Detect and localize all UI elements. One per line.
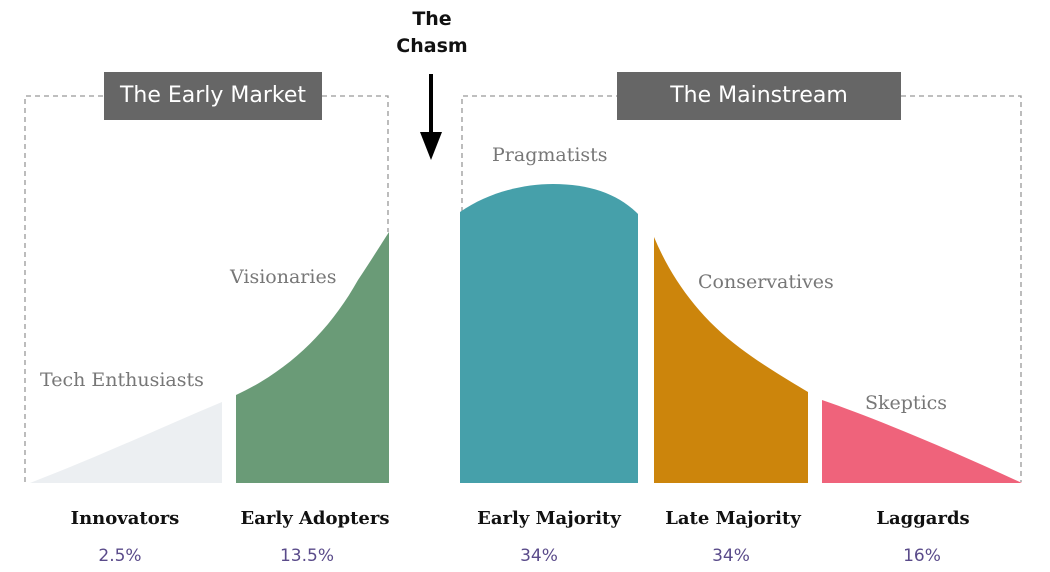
laggards-segment <box>822 400 1022 483</box>
mainstream-market-label: The Mainstream Market <box>617 72 901 156</box>
innovators-segment <box>30 402 222 483</box>
skeptics-label: Skeptics <box>865 392 948 414</box>
chasm-arrow-head <box>420 132 442 160</box>
chasm-title-line2: Chasm <box>396 35 468 57</box>
innovators-percent: 2.5% <box>98 546 142 566</box>
early-majority-segment <box>460 184 638 483</box>
late-majority-segment <box>654 237 808 483</box>
early-majority-percent: 34% <box>520 546 558 566</box>
early-market-bracket <box>24 95 389 482</box>
early-market-label: The Early Market <box>104 72 322 120</box>
chasm-title: The Chasm <box>380 6 484 60</box>
late-majority-group-label: Late Majority <box>665 508 801 529</box>
chasm-title-line1: The <box>412 8 452 30</box>
early-adopters-group-label: Early Adopters <box>240 508 390 529</box>
laggards-percent: 16% <box>903 546 941 566</box>
early-adopters-segment <box>236 232 389 483</box>
laggards-group-label: Laggards <box>876 508 970 529</box>
innovators-group-label: Innovators <box>70 508 180 529</box>
visionaries-label: Visionaries <box>230 266 337 288</box>
tech-enthusiasts-label: Tech Enthusiasts <box>40 369 204 391</box>
mainstream-market-bracket <box>461 95 1022 482</box>
early-adopters-percent: 13.5% <box>279 546 334 566</box>
conservatives-label: Conservatives <box>698 271 834 293</box>
early-majority-group-label: Early Majority <box>477 508 621 529</box>
pragmatists-label: Pragmatists <box>492 144 608 166</box>
late-majority-percent: 34% <box>712 546 750 566</box>
